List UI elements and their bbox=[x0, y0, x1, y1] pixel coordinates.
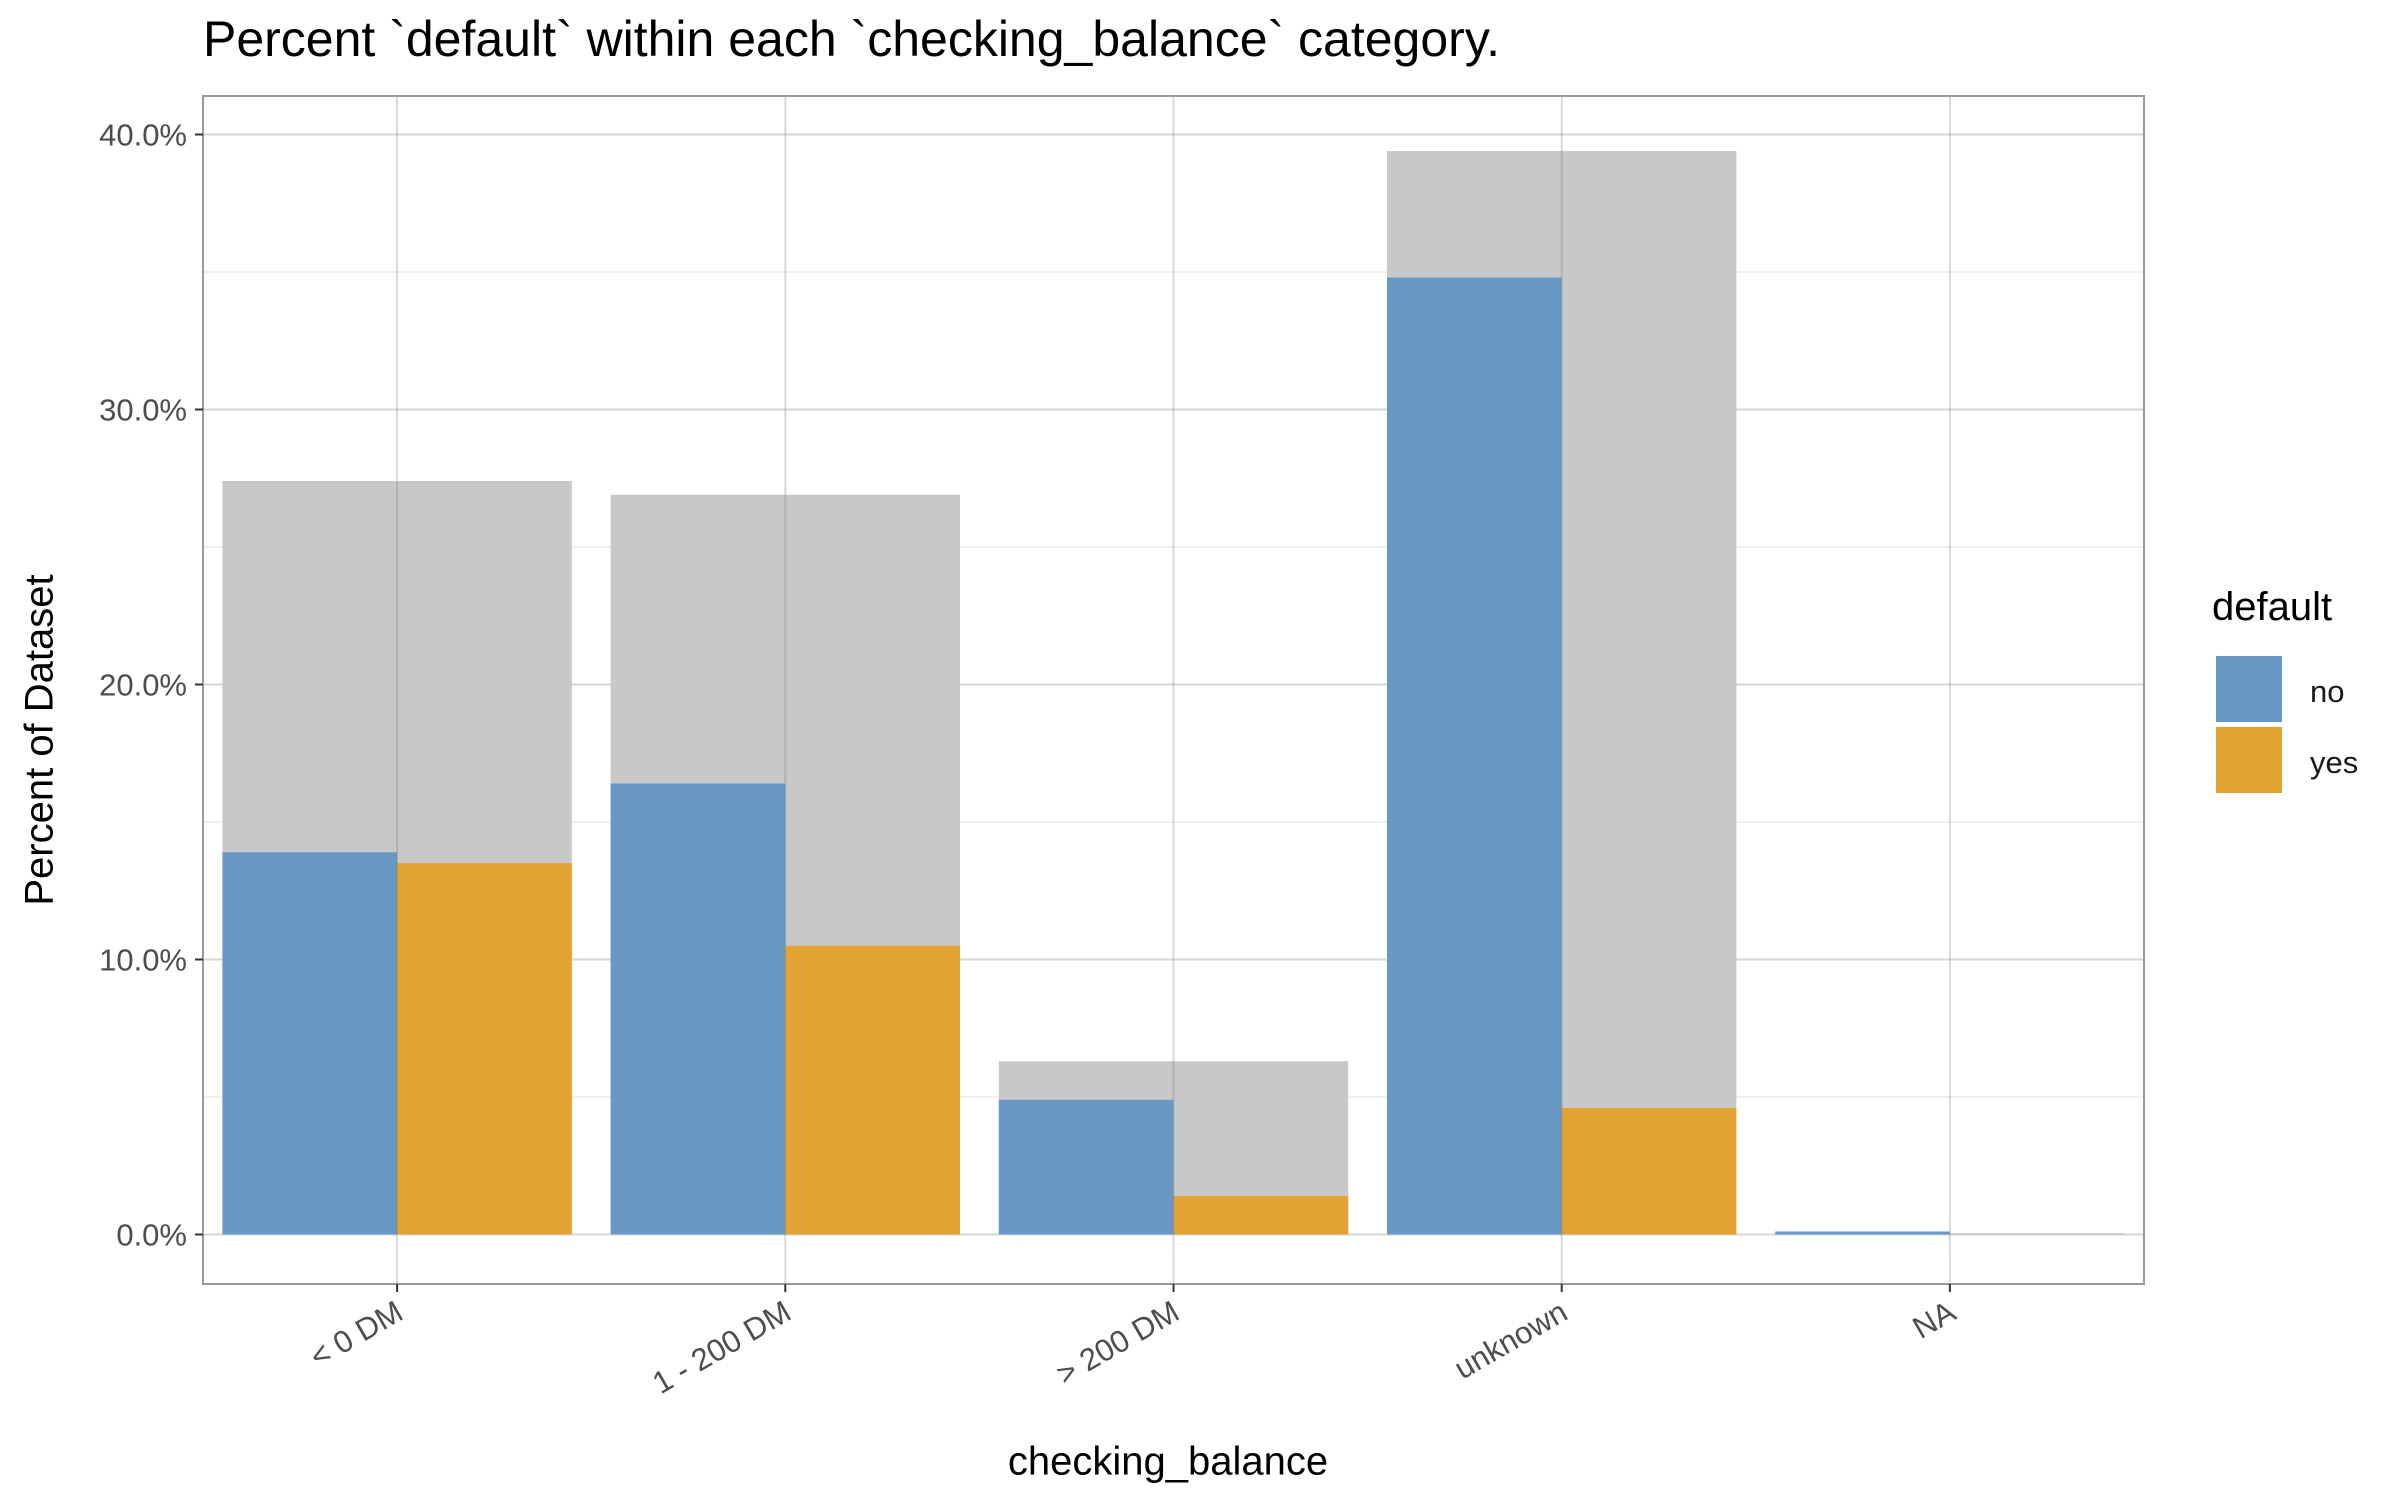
x-tick-label: NA bbox=[1907, 1294, 1962, 1346]
y-tick-label: 20.0% bbox=[99, 668, 187, 703]
x-tick-label: > 200 DM bbox=[1050, 1294, 1185, 1392]
x-axis: < 0 DM 1 - 200 DM > 200 DM unknown NA bbox=[304, 1284, 1962, 1401]
bar-no bbox=[1775, 1231, 1950, 1235]
legend-label-yes: yes bbox=[2310, 745, 2359, 780]
y-tick-label: 40.0% bbox=[99, 118, 187, 153]
x-tick-label: unknown bbox=[1448, 1294, 1573, 1386]
series-bars bbox=[222, 277, 1950, 1235]
x-tick-label: < 0 DM bbox=[304, 1294, 409, 1375]
chart-title: Percent `default` within each `checking_… bbox=[203, 11, 1500, 67]
bar-no bbox=[998, 1099, 1174, 1235]
y-tick-label: 0.0% bbox=[116, 1218, 187, 1253]
bar-no bbox=[610, 783, 786, 1235]
legend-key-no bbox=[2216, 656, 2282, 722]
x-axis-label: checking_balance bbox=[1007, 1439, 1329, 1484]
legend-key-yes bbox=[2216, 727, 2282, 793]
bar-yes bbox=[785, 945, 960, 1235]
y-tick-label: 10.0% bbox=[99, 943, 187, 978]
grid-vertical bbox=[396, 96, 1951, 1284]
y-axis: 0.0% 10.0% 20.0% 30.0% 40.0% bbox=[99, 118, 203, 1253]
bar-no bbox=[222, 852, 398, 1235]
bar-yes bbox=[1561, 1108, 1737, 1235]
bar-yes bbox=[1173, 1196, 1349, 1235]
bar-yes bbox=[397, 863, 572, 1235]
legend-label-no: no bbox=[2310, 674, 2345, 709]
legend-title: default bbox=[2212, 585, 2333, 629]
x-tick-label: 1 - 200 DM bbox=[647, 1294, 797, 1401]
bar-no bbox=[1387, 277, 1562, 1235]
y-tick-label: 30.0% bbox=[99, 393, 187, 428]
